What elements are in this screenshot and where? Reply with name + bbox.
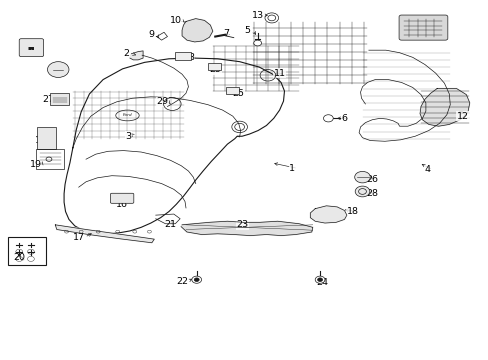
FancyBboxPatch shape xyxy=(175,51,190,59)
FancyBboxPatch shape xyxy=(208,63,221,70)
FancyBboxPatch shape xyxy=(50,93,69,105)
Circle shape xyxy=(194,278,199,282)
Polygon shape xyxy=(182,19,212,42)
FancyBboxPatch shape xyxy=(19,39,43,57)
Polygon shape xyxy=(181,221,312,235)
Text: 8: 8 xyxy=(188,53,194,62)
Text: ▪▪: ▪▪ xyxy=(28,45,35,50)
Text: 6: 6 xyxy=(341,114,347,123)
Circle shape xyxy=(191,276,201,283)
Text: 7: 7 xyxy=(223,29,228,38)
Text: 28: 28 xyxy=(366,189,378,198)
Text: Ford: Ford xyxy=(122,113,132,117)
FancyBboxPatch shape xyxy=(110,193,134,203)
Polygon shape xyxy=(310,206,346,223)
Text: 21: 21 xyxy=(164,220,176,229)
Text: 26: 26 xyxy=(53,64,65,73)
Circle shape xyxy=(354,186,369,197)
Text: 12: 12 xyxy=(456,112,468,121)
Text: 17: 17 xyxy=(73,233,84,242)
Text: 16: 16 xyxy=(115,200,127,209)
Text: 15: 15 xyxy=(35,136,46,145)
Circle shape xyxy=(253,40,261,46)
Text: 26: 26 xyxy=(366,175,378,184)
Text: 5: 5 xyxy=(244,26,249,35)
Text: 1: 1 xyxy=(289,164,295,173)
Text: 18: 18 xyxy=(346,207,358,216)
Polygon shape xyxy=(55,225,154,243)
Text: 27: 27 xyxy=(42,95,54,104)
Polygon shape xyxy=(419,89,469,126)
Circle shape xyxy=(315,276,325,283)
Text: 25: 25 xyxy=(209,65,221,74)
Text: 4: 4 xyxy=(424,166,429,175)
Text: 23: 23 xyxy=(236,220,247,229)
FancyBboxPatch shape xyxy=(226,87,239,94)
Text: 24: 24 xyxy=(316,278,328,287)
Circle shape xyxy=(354,171,369,183)
Text: 19: 19 xyxy=(30,161,41,170)
Text: 10: 10 xyxy=(170,16,182,25)
Text: 2: 2 xyxy=(123,49,129,58)
Text: 29: 29 xyxy=(156,97,168,106)
Text: 3: 3 xyxy=(125,132,131,141)
FancyBboxPatch shape xyxy=(37,127,56,149)
Circle shape xyxy=(47,62,69,77)
Polygon shape xyxy=(130,51,143,60)
Text: 9: 9 xyxy=(147,30,154,39)
FancyBboxPatch shape xyxy=(398,15,447,40)
Circle shape xyxy=(317,278,322,282)
Text: 14: 14 xyxy=(419,18,431,27)
Text: 28: 28 xyxy=(23,46,35,55)
Text: 20: 20 xyxy=(13,253,25,262)
Text: 22: 22 xyxy=(176,276,188,285)
Text: 13: 13 xyxy=(252,10,264,19)
Circle shape xyxy=(323,115,332,122)
Text: 11: 11 xyxy=(273,69,285,78)
Text: 25: 25 xyxy=(232,89,244,98)
